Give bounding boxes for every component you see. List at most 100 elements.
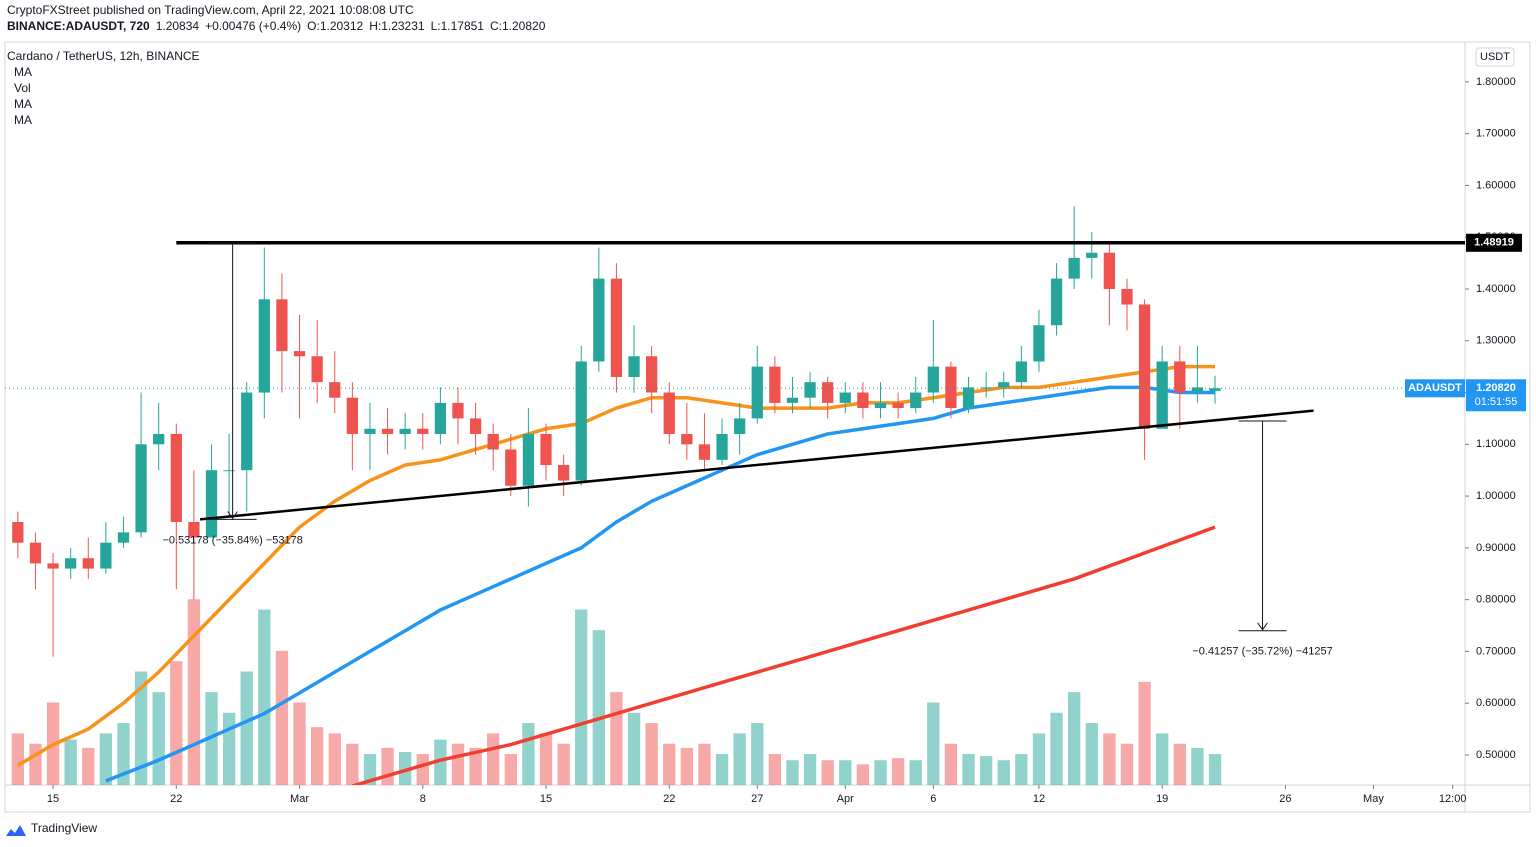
x-tick-label: 26 bbox=[1279, 793, 1291, 805]
volume-bar bbox=[715, 754, 729, 785]
volume-bar bbox=[434, 739, 447, 785]
y-tick-label: 0.90000 bbox=[1476, 542, 1516, 554]
x-tick-label: 27 bbox=[751, 793, 763, 805]
volume-bar bbox=[99, 733, 113, 785]
candle-body bbox=[1050, 278, 1063, 326]
volume-bar bbox=[522, 723, 535, 785]
candle-body bbox=[117, 532, 130, 543]
volume-bar bbox=[891, 758, 905, 785]
brand-logo bbox=[6, 825, 26, 836]
candle-body bbox=[1033, 325, 1045, 362]
volume-bar bbox=[1191, 747, 1204, 785]
candle-body bbox=[452, 402, 464, 419]
candle-body bbox=[100, 542, 112, 569]
candle-body bbox=[223, 470, 235, 472]
indicator-name: Vol bbox=[14, 81, 31, 95]
volume-bar bbox=[117, 723, 130, 785]
candle-body bbox=[82, 558, 94, 569]
x-tick-label: 12 bbox=[1033, 793, 1045, 805]
volume-bar bbox=[663, 743, 676, 785]
candle-body bbox=[1191, 387, 1204, 393]
y-tick-label: 1.60000 bbox=[1476, 179, 1516, 191]
y-tick-label: 0.60000 bbox=[1476, 697, 1516, 709]
candle-body bbox=[1015, 361, 1027, 383]
moving-average bbox=[105, 385, 1216, 783]
volume-bar bbox=[610, 692, 623, 785]
volume-bar bbox=[1120, 743, 1134, 785]
candle-body bbox=[698, 444, 711, 460]
volume-bar bbox=[1156, 733, 1169, 785]
volume-bar bbox=[451, 743, 465, 785]
volume-bar bbox=[627, 712, 641, 785]
candle-body bbox=[29, 542, 42, 564]
candle-body bbox=[293, 351, 306, 357]
candle-body bbox=[734, 418, 746, 434]
candle-body bbox=[769, 366, 781, 403]
candle-body bbox=[822, 382, 834, 403]
volume-bar bbox=[1138, 681, 1151, 785]
y-tick-label: 0.50000 bbox=[1476, 749, 1516, 761]
candle-body bbox=[575, 361, 587, 481]
candle-body bbox=[892, 402, 904, 409]
candle-body bbox=[505, 449, 517, 486]
x-tick-label: 22 bbox=[170, 793, 182, 805]
y-tick-label: 1.70000 bbox=[1476, 128, 1516, 140]
candle-body bbox=[258, 299, 270, 393]
volume-bar bbox=[187, 599, 201, 785]
candle-body bbox=[1209, 388, 1221, 391]
volume-bar bbox=[1032, 733, 1046, 785]
candle-body bbox=[329, 382, 341, 398]
volume-bar bbox=[152, 692, 165, 785]
volume-bar bbox=[839, 760, 852, 785]
volume-bar bbox=[962, 754, 975, 785]
x-tick-label: May bbox=[1363, 793, 1384, 805]
candle-body bbox=[276, 299, 288, 352]
candle-body bbox=[751, 366, 763, 419]
volume-bar bbox=[1015, 754, 1028, 785]
candle-body bbox=[874, 402, 887, 409]
volume-bar bbox=[222, 712, 236, 785]
candle-body bbox=[12, 521, 24, 543]
candle-body bbox=[646, 356, 658, 393]
candle-body bbox=[364, 428, 376, 434]
volume-bar bbox=[487, 733, 500, 785]
volume-bar bbox=[258, 609, 271, 785]
frame bbox=[4, 41, 1531, 813]
candle-body bbox=[346, 397, 358, 434]
x-tick-label: 8 bbox=[420, 793, 426, 805]
currency-box bbox=[1475, 47, 1515, 67]
candle-body bbox=[205, 470, 218, 538]
volume-bar bbox=[874, 760, 887, 785]
volume-bar bbox=[909, 760, 922, 785]
countdown: 01:51:55 bbox=[1475, 396, 1518, 408]
volume-bar bbox=[1068, 692, 1081, 785]
x-tick-label: 15 bbox=[540, 793, 552, 805]
volume-bar bbox=[363, 754, 377, 785]
moving-average bbox=[351, 525, 1216, 785]
candle-body bbox=[945, 366, 957, 409]
volume-bar bbox=[821, 760, 834, 785]
ticker-info: H:1.23231 bbox=[369, 19, 425, 33]
volume-bar bbox=[856, 764, 870, 785]
volume-bar bbox=[680, 747, 694, 785]
y-tick-label: 0.70000 bbox=[1476, 645, 1516, 657]
volume-bar bbox=[1085, 723, 1098, 785]
candle-body bbox=[1138, 304, 1151, 429]
volume-bar bbox=[1103, 733, 1116, 785]
candle-body bbox=[663, 392, 675, 434]
candle-body bbox=[170, 433, 182, 522]
volume-bar bbox=[539, 733, 553, 785]
resistance-label: 1.48919 bbox=[1474, 237, 1514, 249]
y-tick-label: 0.80000 bbox=[1476, 594, 1516, 606]
candle-body bbox=[910, 392, 922, 409]
measure-label: −0.53178 (−35.84%) −53178 bbox=[162, 534, 302, 546]
indicator-name: MA bbox=[14, 113, 32, 127]
volume-bar bbox=[592, 630, 605, 785]
candle-body bbox=[381, 428, 394, 434]
candle-body bbox=[804, 382, 816, 398]
candle-body bbox=[1121, 288, 1133, 305]
y-tick-label: 1.10000 bbox=[1476, 438, 1516, 450]
volume-bar bbox=[275, 650, 289, 785]
volume-bar bbox=[293, 702, 306, 785]
